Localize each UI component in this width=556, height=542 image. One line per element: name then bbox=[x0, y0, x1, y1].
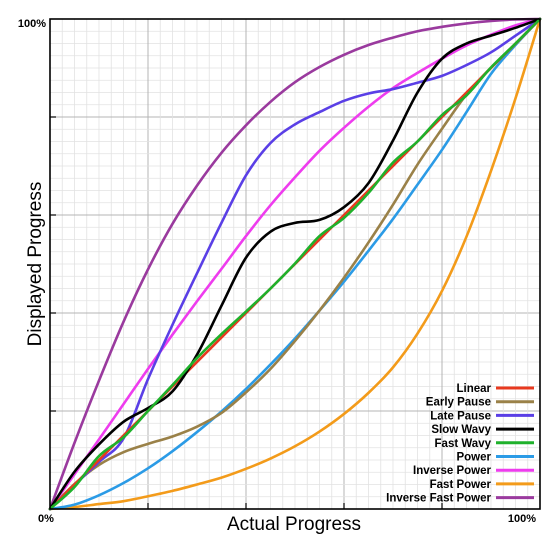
series-line-late-pause bbox=[48, 17, 542, 511]
x-tick-label-start: 0% bbox=[38, 513, 54, 525]
legend-label-early-pause: Early Pause bbox=[426, 397, 491, 409]
series-line-fast-wavy bbox=[48, 17, 542, 511]
x-axis-title: Actual Progress bbox=[227, 514, 361, 535]
series-line-inverse-fast-power bbox=[48, 17, 542, 511]
legend-label-power: Power bbox=[456, 452, 491, 464]
plot-frame bbox=[49, 18, 541, 510]
series-line-power bbox=[48, 17, 542, 511]
x-tick-label-end: 100% bbox=[508, 513, 536, 525]
y-axis-title: Displayed Progress bbox=[25, 182, 46, 347]
legend-label-late-pause: Late Pause bbox=[430, 410, 491, 422]
legend-label-fast-wavy: Fast Wavy bbox=[435, 438, 492, 450]
series-line-inverse-power bbox=[48, 17, 542, 511]
axis-ticks bbox=[50, 116, 443, 509]
series-line-fast-power bbox=[48, 17, 542, 511]
legend-label-fast-power: Fast Power bbox=[430, 479, 492, 491]
grid-lines bbox=[50, 19, 540, 509]
y-tick-label-top: 100% bbox=[18, 18, 46, 30]
series-line-slow-wavy bbox=[48, 17, 542, 511]
legend-label-inverse-fast-power: Inverse Fast Power bbox=[386, 493, 491, 505]
series-line-early-pause bbox=[48, 17, 542, 511]
legend-label-slow-wavy: Slow Wavy bbox=[431, 424, 491, 436]
legend-label-inverse-power: Inverse Power bbox=[413, 465, 492, 477]
series-lines bbox=[48, 17, 542, 511]
legend-label-linear: Linear bbox=[456, 383, 491, 395]
